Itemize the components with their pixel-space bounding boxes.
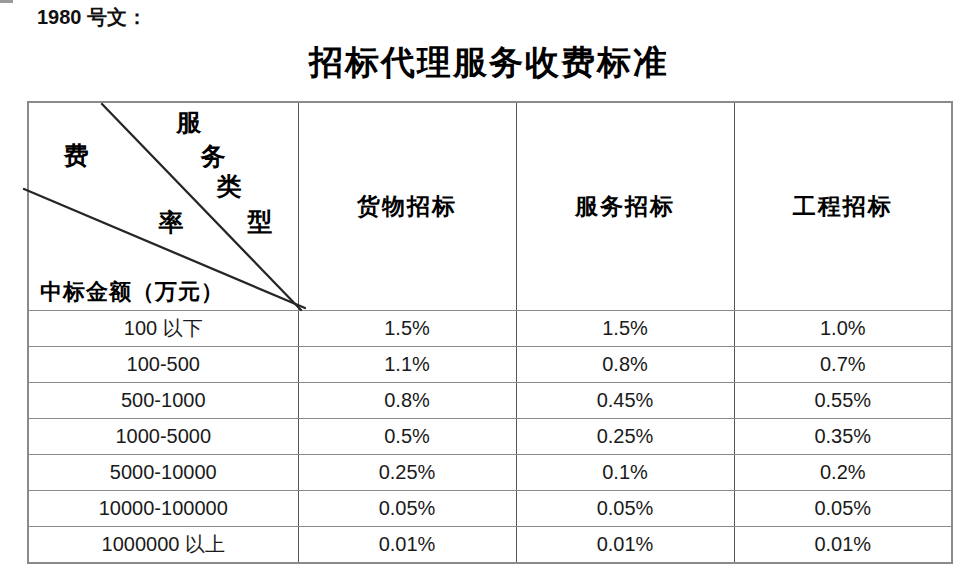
- amount-range-cell: 10000-100000: [28, 490, 298, 526]
- fee-rate-char-2: 率: [159, 210, 184, 235]
- amount-range-cell: 100-500: [28, 346, 298, 382]
- column-header-goods: 货物招标: [298, 102, 516, 310]
- rate-cell: 0.05%: [516, 490, 734, 526]
- doc-number-label: 1980 号文：: [37, 5, 147, 29]
- column-header-services: 服务招标: [516, 102, 734, 310]
- table-row: 1000-5000 0.5% 0.25% 0.35%: [28, 418, 952, 454]
- amount-header-label: 中标金额（万元）: [40, 281, 224, 303]
- service-type-char-4: 型: [248, 209, 273, 234]
- amount-range-cell: 1000000 以上: [28, 526, 298, 563]
- rate-cell: 0.45%: [516, 382, 734, 418]
- service-type-char-2: 务: [201, 144, 226, 169]
- amount-range-cell: 500-1000: [28, 382, 298, 418]
- rate-cell: 1.5%: [298, 310, 516, 346]
- table-row: 10000-100000 0.05% 0.05% 0.05%: [28, 490, 952, 526]
- amount-range-cell: 100 以下: [28, 310, 298, 346]
- service-type-char-3: 类: [217, 174, 242, 199]
- table-row: 100-500 1.1% 0.8% 0.7%: [28, 346, 952, 382]
- rate-cell: 1.0%: [734, 310, 952, 346]
- rate-cell: 0.55%: [734, 382, 952, 418]
- corner-header-cell: 费 率 服 务 类 型 中标金额（万元）: [28, 102, 298, 310]
- scan-artifact-mark: [0, 0, 13, 3]
- table-row: 5000-10000 0.25% 0.1% 0.2%: [28, 454, 952, 490]
- rate-cell: 0.7%: [734, 346, 952, 382]
- document-page: 1980 号文： 招标代理服务收费标准 费 率 服 务 类: [0, 0, 976, 581]
- rate-cell: 0.05%: [298, 490, 516, 526]
- amount-range-cell: 5000-10000: [28, 454, 298, 490]
- table-row: 100 以下 1.5% 1.5% 1.0%: [28, 310, 952, 346]
- column-header-works: 工程招标: [734, 102, 952, 310]
- page-title: 招标代理服务收费标准: [27, 44, 951, 81]
- header-row: 费 率 服 务 类 型 中标金额（万元） 货物招标 服务招标 工程招标: [28, 102, 952, 310]
- rate-cell: 0.01%: [298, 526, 516, 563]
- rate-cell: 0.8%: [516, 346, 734, 382]
- service-type-char-1: 服: [177, 110, 202, 135]
- rate-cell: 1.5%: [516, 310, 734, 346]
- rate-cell: 0.5%: [298, 418, 516, 454]
- rate-cell: 0.25%: [298, 454, 516, 490]
- rate-cell: 0.8%: [298, 382, 516, 418]
- rate-cell: 0.05%: [734, 490, 952, 526]
- rate-cell: 0.25%: [516, 418, 734, 454]
- rate-cell: 0.2%: [734, 454, 952, 490]
- rate-cell: 1.1%: [298, 346, 516, 382]
- rate-cell: 0.35%: [734, 418, 952, 454]
- rate-cell: 0.01%: [516, 526, 734, 563]
- table-row: 500-1000 0.8% 0.45% 0.55%: [28, 382, 952, 418]
- fee-standard-table: 费 率 服 务 类 型 中标金额（万元） 货物招标 服务招标 工程招标 100 …: [27, 101, 953, 564]
- rate-cell: 0.01%: [734, 526, 952, 563]
- table-row: 1000000 以上 0.01% 0.01% 0.01%: [28, 526, 952, 563]
- rate-cell: 0.1%: [516, 454, 734, 490]
- amount-range-cell: 1000-5000: [28, 418, 298, 454]
- fee-rate-char-1: 费: [64, 143, 89, 168]
